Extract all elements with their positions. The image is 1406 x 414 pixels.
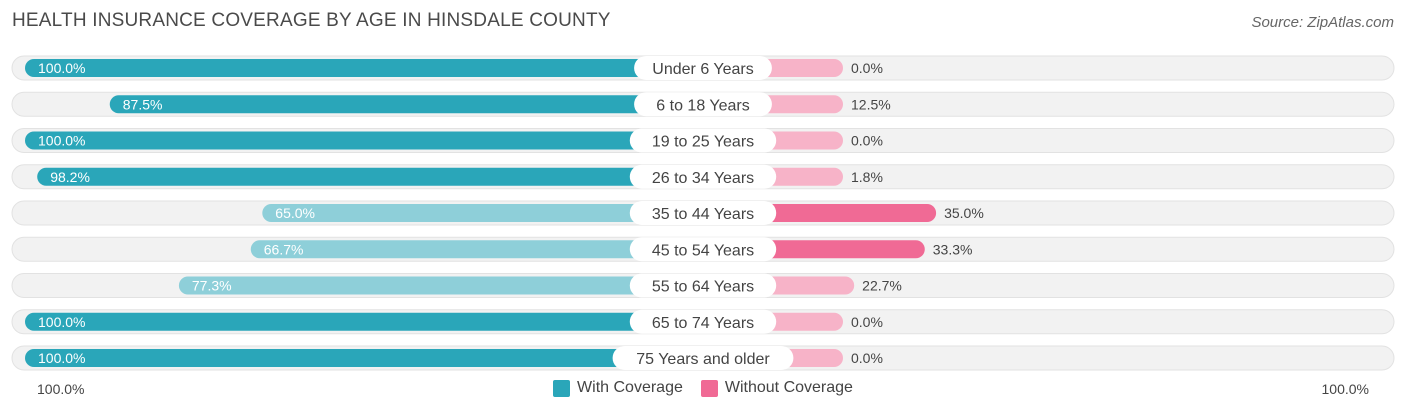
- category-pill-8: [612, 346, 794, 370]
- category-label-1: 6 to 18 Years: [656, 97, 749, 114]
- label-with-coverage-5: 66.7%: [264, 241, 304, 257]
- label-with-coverage-8: 100.0%: [38, 350, 85, 366]
- label-without-coverage-1: 12.5%: [851, 96, 891, 112]
- category-pill-7: [629, 309, 777, 334]
- category-label-8: 75 Years and older: [636, 351, 770, 368]
- label-with-coverage-3: 98.2%: [50, 169, 90, 185]
- category-pill-1: [634, 92, 772, 117]
- legend: With Coverage Without Coverage: [0, 379, 1406, 397]
- category-label-7: 65 to 74 Years: [652, 315, 754, 332]
- bar-with-coverage-8: [25, 349, 703, 367]
- label-with-coverage-6: 77.3%: [192, 278, 232, 294]
- category-pill-3: [629, 164, 777, 189]
- bar-with-coverage-6: [178, 276, 703, 295]
- label-with-coverage-2: 100.0%: [38, 133, 85, 149]
- category-pill-4: [629, 201, 777, 225]
- category-pill-0: [634, 56, 772, 80]
- category-pill-6: [629, 273, 777, 298]
- category-label-5: 45 to 54 Years: [652, 242, 754, 259]
- label-with-coverage-4: 65.0%: [275, 205, 315, 221]
- label-without-coverage-0: 0.0%: [851, 60, 883, 76]
- label-with-coverage-0: 100.0%: [38, 60, 85, 76]
- label-without-coverage-7: 0.0%: [851, 314, 883, 330]
- bar-with-coverage-1: [109, 95, 703, 114]
- label-without-coverage-5: 33.3%: [933, 241, 973, 257]
- label-without-coverage-8: 0.0%: [851, 350, 883, 366]
- label-without-coverage-4: 35.0%: [944, 205, 984, 221]
- bar-with-coverage-2: [25, 131, 703, 150]
- label-without-coverage-3: 1.8%: [851, 169, 883, 185]
- axis-right-label: 100.0%: [1321, 381, 1369, 397]
- label-without-coverage-6: 22.7%: [862, 278, 902, 294]
- legend-item-with-coverage: With Coverage: [553, 379, 683, 397]
- category-label-3: 26 to 34 Years: [652, 170, 754, 187]
- label-with-coverage-1: 87.5%: [123, 96, 163, 112]
- category-pill-5: [629, 237, 777, 262]
- legend-swatch-with-coverage: [553, 379, 571, 397]
- category-label-4: 35 to 44 Years: [652, 206, 754, 223]
- axis-left-label: 100.0%: [37, 381, 85, 397]
- legend-label-with-coverage: With Coverage: [577, 379, 683, 396]
- category-label-0: Under 6 Years: [652, 61, 753, 78]
- legend-item-without-coverage: Without Coverage: [700, 379, 853, 397]
- label-with-coverage-7: 100.0%: [38, 314, 85, 330]
- chart-title: HEALTH INSURANCE COVERAGE BY AGE IN HINS…: [12, 10, 611, 31]
- category-label-2: 19 to 25 Years: [652, 134, 754, 151]
- bar-with-coverage-7: [25, 312, 703, 331]
- label-without-coverage-2: 0.0%: [851, 133, 883, 149]
- chart-source: Source: ZipAtlas.com: [1251, 14, 1394, 31]
- legend-label-without-coverage: Without Coverage: [724, 379, 853, 396]
- legend-swatch-without-coverage: [700, 379, 718, 397]
- category-pill-2: [629, 128, 777, 153]
- bar-with-coverage-3: [37, 167, 704, 186]
- category-label-6: 55 to 64 Years: [652, 279, 754, 296]
- bar-with-coverage-5: [250, 240, 704, 259]
- bar-with-coverage-4: [262, 204, 703, 222]
- bar-with-coverage-0: [25, 59, 703, 77]
